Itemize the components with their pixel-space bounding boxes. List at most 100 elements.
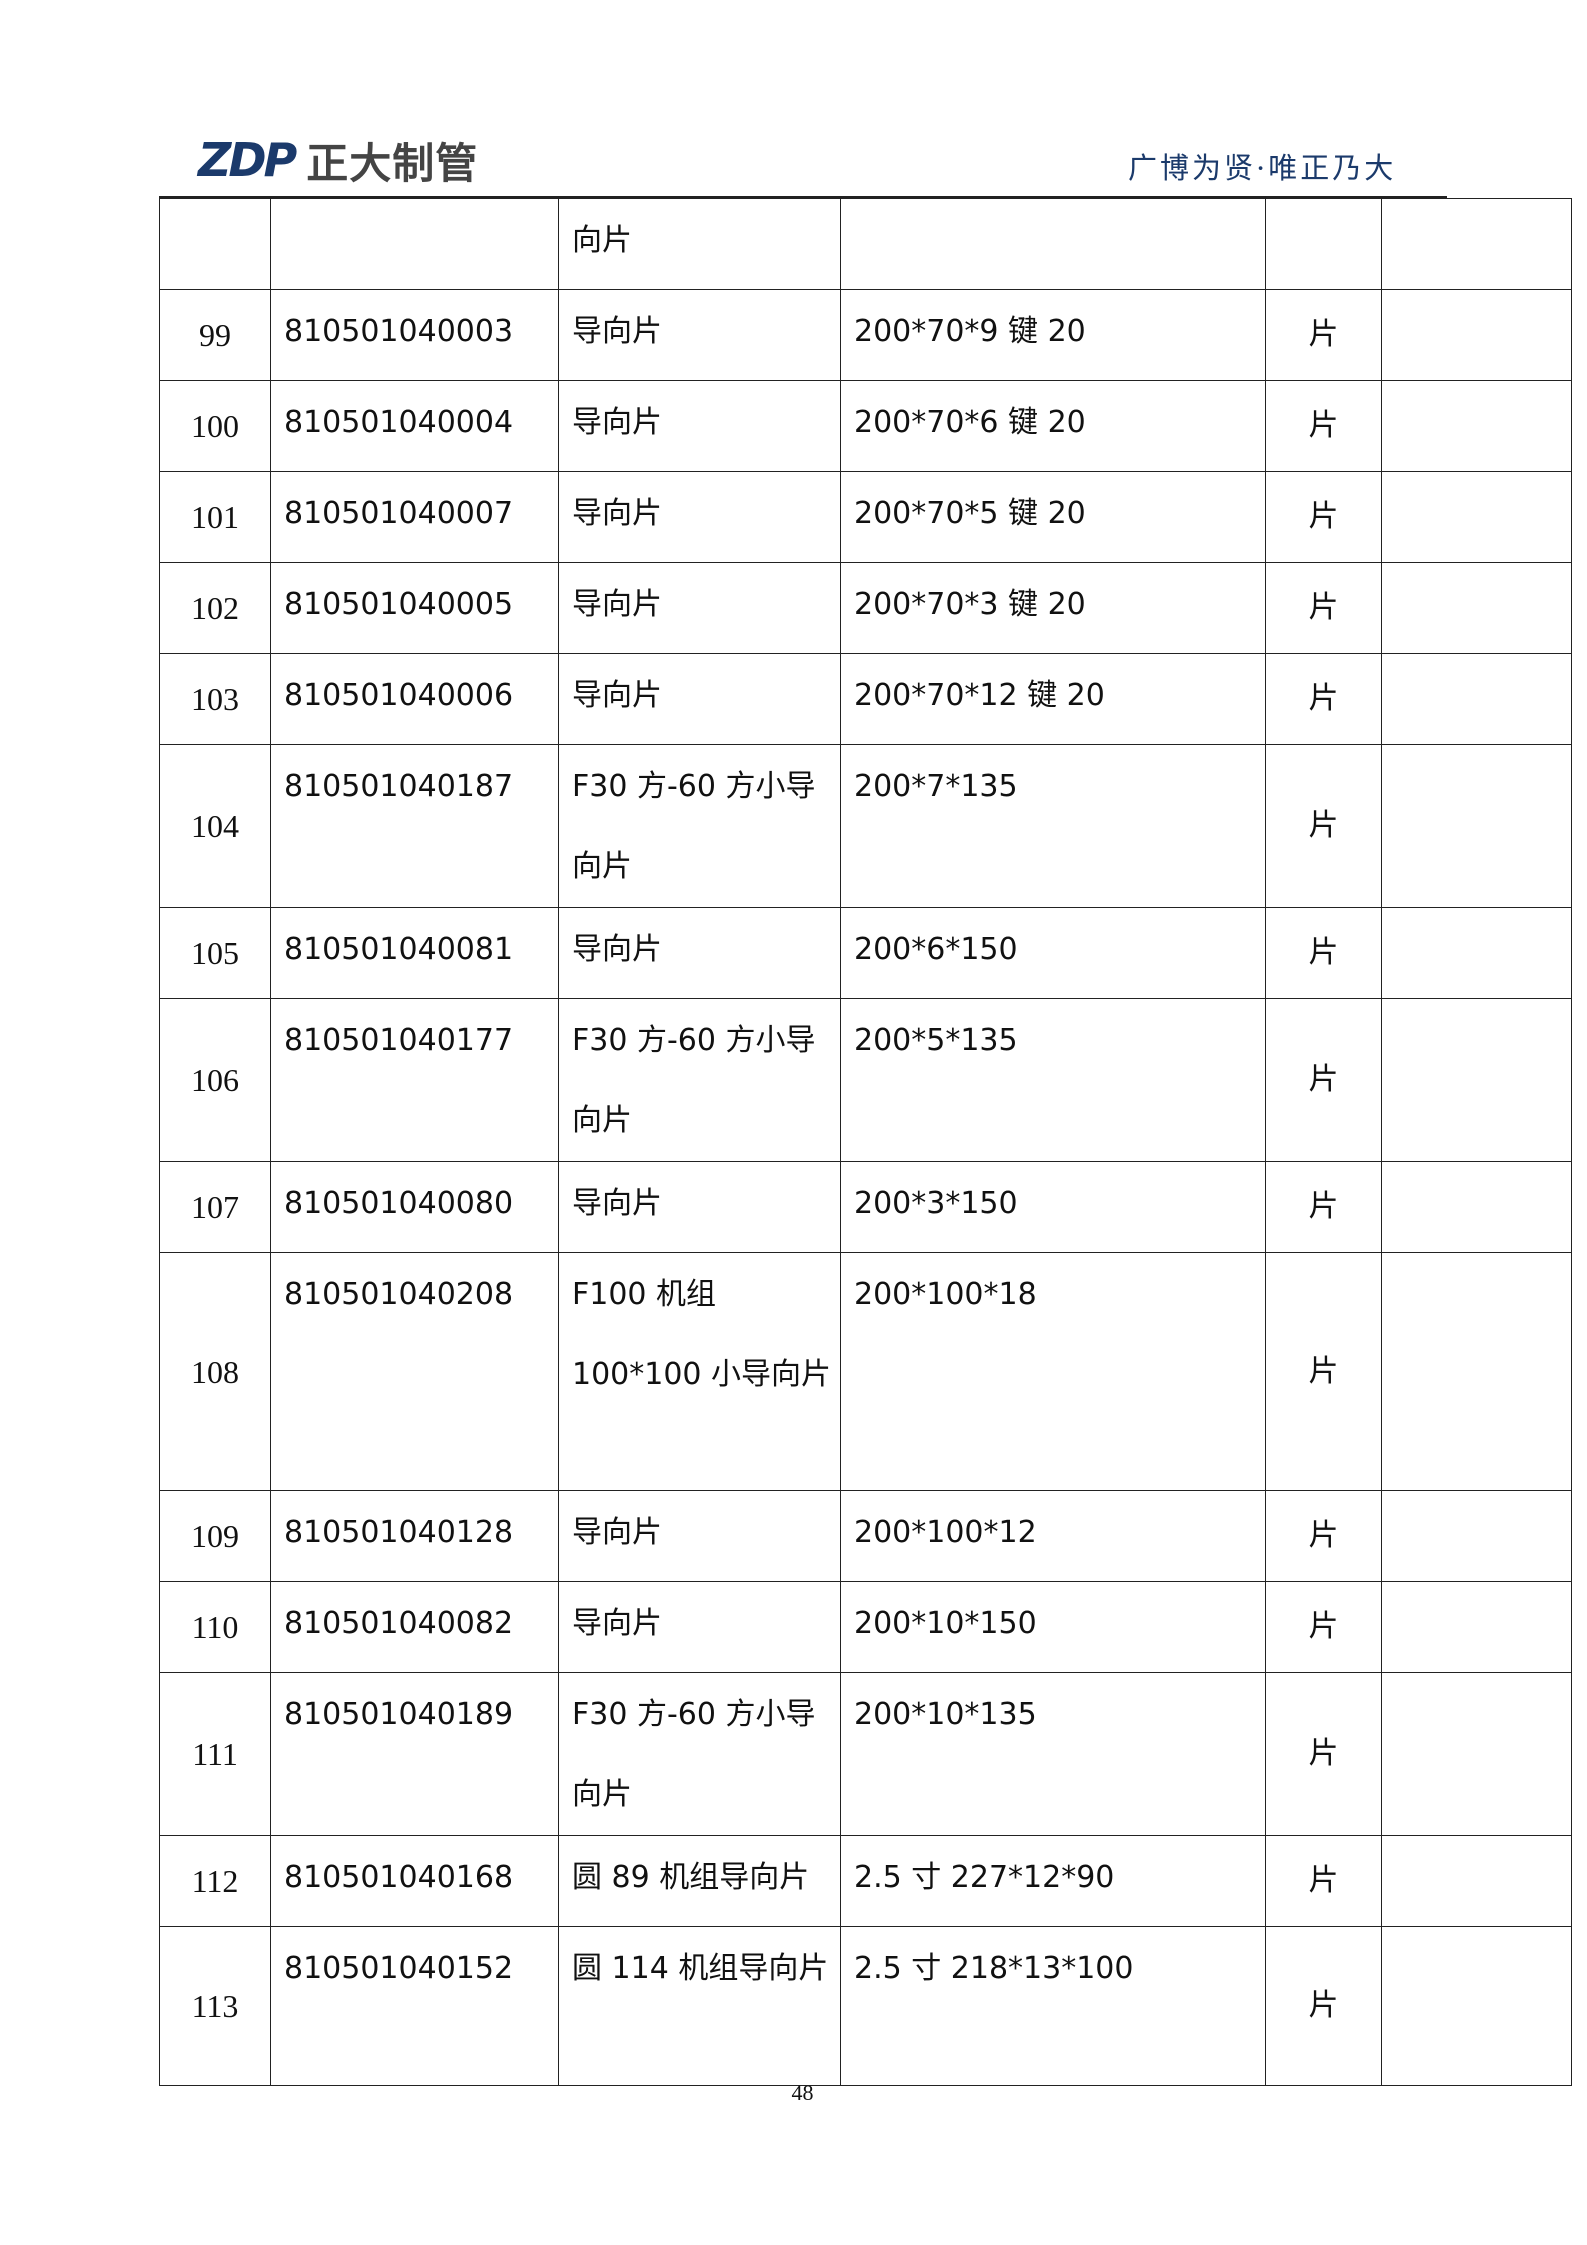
cell-code: 810501040007 <box>270 471 559 563</box>
cell-code: 810501040004 <box>270 380 559 472</box>
table-row: 110 810501040082 导向片 200*10*150 片 <box>159 1581 1572 1673</box>
cell-name: 导向片 <box>558 380 841 472</box>
cell-note <box>1381 471 1572 563</box>
cell-name: 导向片 <box>558 1161 841 1253</box>
cell-spec: 200*5*135 <box>840 998 1266 1162</box>
cell-code: 810501040177 <box>270 998 559 1162</box>
cell-spec <box>840 198 1266 290</box>
cell-code: 810501040128 <box>270 1490 559 1582</box>
cell-note <box>1381 744 1572 908</box>
cell-note <box>1381 198 1572 290</box>
cell-name: F30 方-60 方小导向片 <box>558 744 841 908</box>
cell-code: 810501040006 <box>270 653 559 745</box>
logo-text: 正大制管 <box>306 138 479 188</box>
cell-seq: 110 <box>159 1581 271 1673</box>
cell-seq: 100 <box>159 380 271 472</box>
page-number: 48 <box>791 2080 814 2105</box>
company-logo: ZDP 正大制管 <box>198 133 478 188</box>
cell-spec: 200*10*150 <box>840 1581 1266 1673</box>
cell-name: F100 机组 100*100 小导向片 <box>558 1252 841 1491</box>
cell-note <box>1381 289 1572 381</box>
table-row: 104 810501040187 F30 方-60 方小导向片 200*7*135 片 <box>159 744 1572 908</box>
cell-unit: 片 <box>1265 1252 1382 1491</box>
cell-unit: 片 <box>1265 1672 1382 1836</box>
cell-note <box>1381 1490 1572 1582</box>
cell-name: 导向片 <box>558 653 841 745</box>
cell-spec: 200*3*150 <box>840 1161 1266 1253</box>
cell-unit: 片 <box>1265 289 1382 381</box>
cell-note <box>1381 1926 1572 2086</box>
cell-code <box>270 198 559 290</box>
cell-note <box>1381 907 1572 999</box>
cell-seq: 112 <box>159 1835 271 1927</box>
cell-code: 810501040081 <box>270 907 559 999</box>
table-row: 106 810501040177 F30 方-60 方小导向片 200*5*135 片 <box>159 998 1572 1162</box>
cell-note <box>1381 1835 1572 1927</box>
table-row: 102 810501040005 导向片 200*70*3 键 20 片 <box>159 562 1572 654</box>
cell-seq: 106 <box>159 998 271 1162</box>
table-row: 99 810501040003 导向片 200*70*9 键 20 片 <box>159 289 1572 381</box>
cell-note <box>1381 562 1572 654</box>
cell-unit: 片 <box>1265 1926 1382 2086</box>
cell-spec: 200*70*12 键 20 <box>840 653 1266 745</box>
cell-unit: 片 <box>1265 380 1382 472</box>
cell-unit: 片 <box>1265 1581 1382 1673</box>
table-row: 100 810501040004 导向片 200*70*6 键 20 片 <box>159 380 1572 472</box>
cell-note <box>1381 1581 1572 1673</box>
cell-unit: 片 <box>1265 1490 1382 1582</box>
cell-spec: 200*10*135 <box>840 1672 1266 1836</box>
logo-mark: ZDP <box>198 133 297 187</box>
cell-name: 导向片 <box>558 1581 841 1673</box>
cell-unit: 片 <box>1265 471 1382 563</box>
table-row: 101 810501040007 导向片 200*70*5 键 20 片 <box>159 471 1572 563</box>
parts-table: 向片 99 810501040003 导向片 200*70*9 键 20 片 100 8105… <box>159 198 1572 2086</box>
cell-name: F30 方-60 方小导向片 <box>558 1672 841 1836</box>
cell-spec: 200*70*9 键 20 <box>840 289 1266 381</box>
cell-name: 导向片 <box>558 562 841 654</box>
table-row: 107 810501040080 导向片 200*3*150 片 <box>159 1161 1572 1253</box>
cell-spec: 200*70*5 键 20 <box>840 471 1266 563</box>
cell-code: 810501040187 <box>270 744 559 908</box>
cell-note <box>1381 998 1572 1162</box>
cell-spec: 200*6*150 <box>840 907 1266 999</box>
table-row: 105 810501040081 导向片 200*6*150 片 <box>159 907 1572 999</box>
cell-spec: 200*70*6 键 20 <box>840 380 1266 472</box>
cell-seq: 104 <box>159 744 271 908</box>
cell-code: 810501040208 <box>270 1252 559 1491</box>
header-divider <box>159 196 1447 198</box>
cell-note <box>1381 1672 1572 1836</box>
cell-name: 导向片 <box>558 1490 841 1582</box>
cell-unit: 片 <box>1265 1835 1382 1927</box>
cell-spec: 200*100*12 <box>840 1490 1266 1582</box>
cell-name: F30 方-60 方小导向片 <box>558 998 841 1162</box>
cell-spec: 200*100*18 <box>840 1252 1266 1491</box>
cell-seq <box>159 198 271 290</box>
cell-note <box>1381 653 1572 745</box>
cell-seq: 101 <box>159 471 271 563</box>
cell-spec: 2.5 寸 218*13*100 <box>840 1926 1266 2086</box>
cell-seq: 103 <box>159 653 271 745</box>
cell-code: 810501040080 <box>270 1161 559 1253</box>
cell-spec: 2.5 寸 227*12*90 <box>840 1835 1266 1927</box>
cell-name: 导向片 <box>558 907 841 999</box>
header-motto: 广博为贤·唯正乃大 <box>1128 151 1397 185</box>
cell-code: 810501040152 <box>270 1926 559 2086</box>
cell-seq: 107 <box>159 1161 271 1253</box>
cell-code: 810501040189 <box>270 1672 559 1836</box>
cell-seq: 105 <box>159 907 271 999</box>
cell-name: 向片 <box>558 198 841 290</box>
cell-note <box>1381 380 1572 472</box>
cell-name: 圆 114 机组导向片 <box>558 1926 841 2086</box>
cell-note <box>1381 1161 1572 1253</box>
cell-code: 810501040005 <box>270 562 559 654</box>
cell-unit: 片 <box>1265 1161 1382 1253</box>
cell-code: 810501040082 <box>270 1581 559 1673</box>
cell-seq: 113 <box>159 1926 271 2086</box>
cell-code: 810501040003 <box>270 289 559 381</box>
cell-unit: 片 <box>1265 653 1382 745</box>
cell-spec: 200*70*3 键 20 <box>840 562 1266 654</box>
table-row: 109 810501040128 导向片 200*100*12 片 <box>159 1490 1572 1582</box>
cell-seq: 109 <box>159 1490 271 1582</box>
cell-seq: 102 <box>159 562 271 654</box>
cell-code: 810501040168 <box>270 1835 559 1927</box>
